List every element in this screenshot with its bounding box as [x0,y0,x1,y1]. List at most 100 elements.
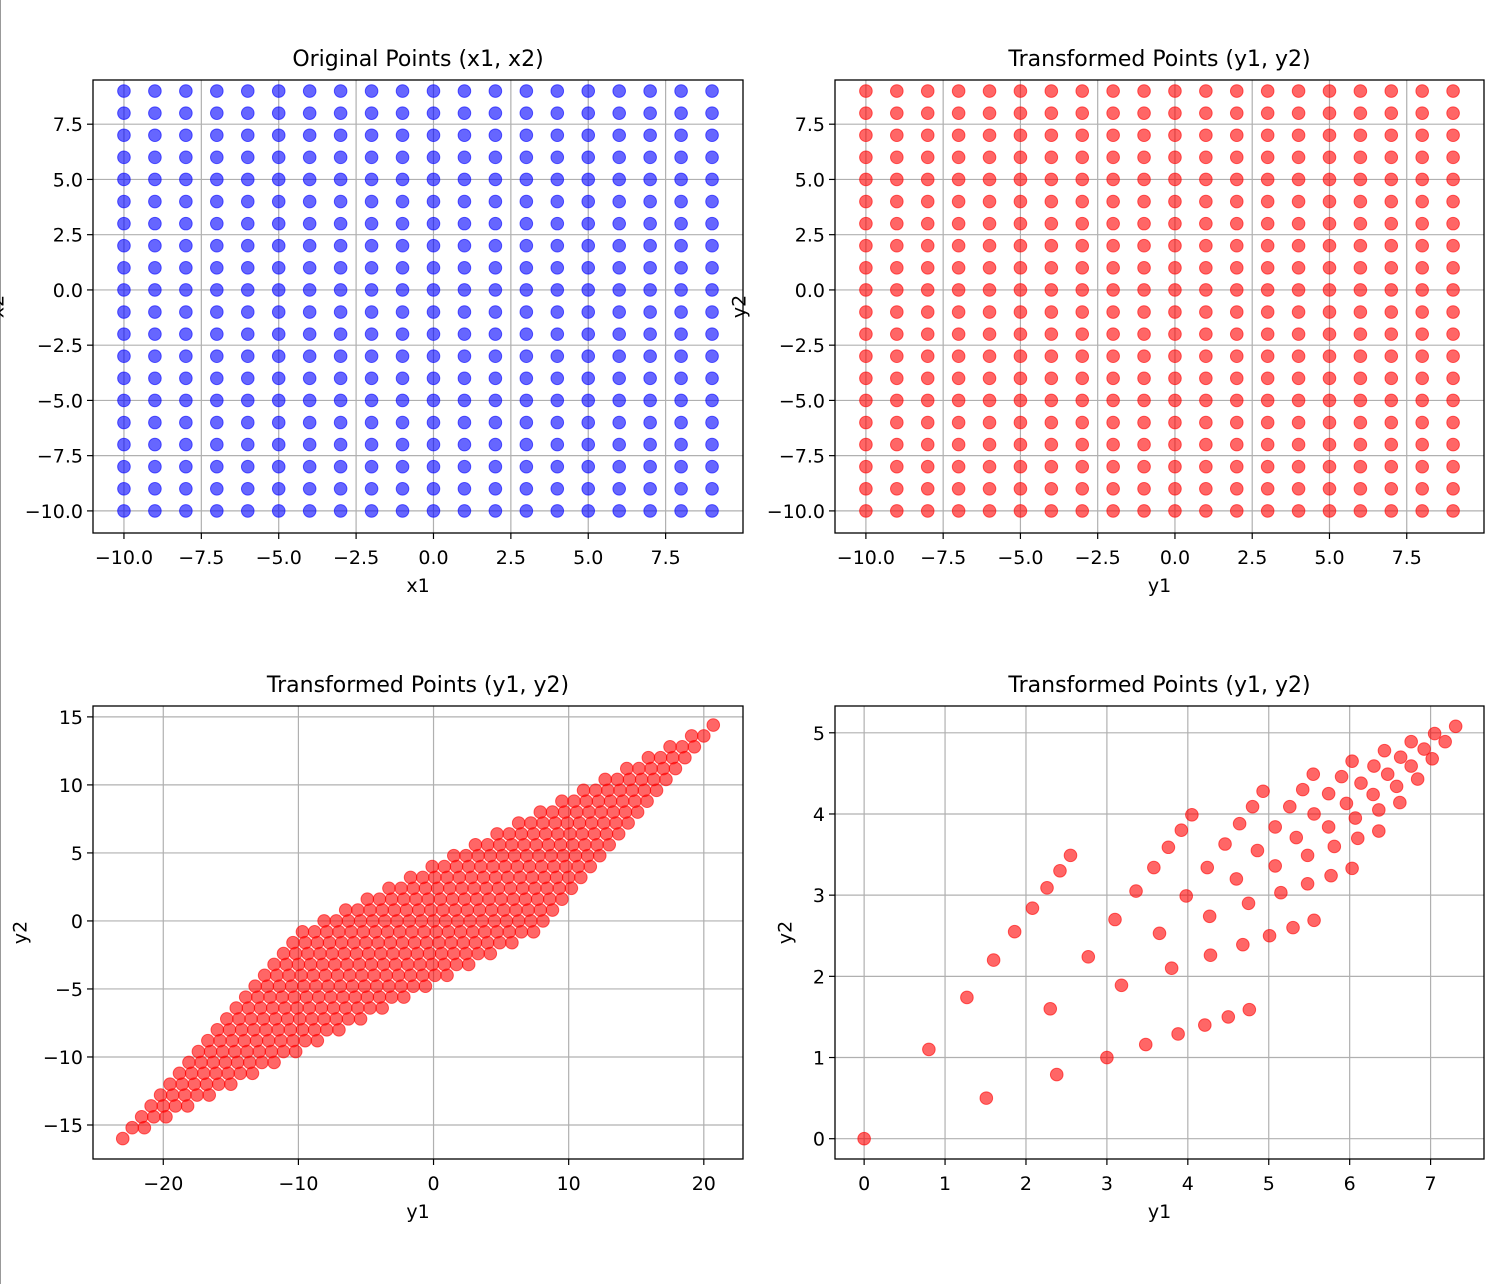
data-point [1168,393,1182,408]
scatter-points [857,719,1463,1146]
data-point [1321,786,1336,801]
data-point [1353,172,1368,187]
x-tick-label: −7.5 [178,547,224,569]
data-point [364,504,379,518]
data-point [1137,327,1151,341]
y-tick-label: −2.5 [37,335,83,357]
data-point [341,1012,356,1026]
data-point [674,128,688,143]
y-tick-label: 0 [71,911,83,933]
data-point [1415,459,1429,474]
data-point [951,459,966,474]
data-point [1377,743,1392,758]
data-point [457,415,472,430]
data-point [179,128,193,143]
data-point [1199,482,1213,496]
data-point [488,415,503,430]
data-point [859,415,873,430]
y-ticks: −10.0 −7.5 −5.0 −2.5 0.0 2.5 5.0 7.5 [25,114,93,523]
data-point [1013,216,1028,231]
data-point [1389,779,1404,794]
data-point [674,84,688,98]
data-point [240,128,255,143]
data-point [1044,172,1059,187]
data-point [1106,106,1120,120]
data-point [890,482,904,496]
data-point [1268,859,1283,873]
data-point [179,84,193,98]
data-point [426,459,441,474]
data-point [148,238,162,253]
data-point [1229,437,1244,452]
data-point [581,327,596,341]
data-point [982,504,997,518]
data-point [179,415,193,430]
data-point [1044,216,1059,231]
data-point [1324,868,1338,883]
data-point [457,128,472,143]
data-point [643,283,657,297]
data-point [302,84,317,98]
data-point [602,837,617,852]
data-point [550,305,565,319]
data-point [705,305,719,319]
data-point [1199,459,1213,474]
data-point [1013,482,1028,496]
data-point [951,238,966,253]
data-point [519,305,534,319]
data-point [117,194,131,209]
data-point [890,504,904,518]
data-point [859,238,873,253]
data-point [364,437,379,452]
data-point [395,194,410,209]
data-point [1013,305,1028,319]
data-point [1384,216,1399,231]
data-point [550,150,565,165]
data-point [1353,305,1368,319]
data-point [1353,393,1368,408]
data-point [1366,787,1380,802]
data-point [117,371,131,386]
data-point [1168,437,1182,452]
data-point [302,437,317,452]
data-point [550,371,565,386]
data-point [1384,371,1399,386]
data-point [643,216,657,231]
data-point [550,216,565,231]
data-point [1353,415,1368,430]
data-point [1322,504,1337,518]
data-point [1322,283,1337,297]
data-point [1137,194,1151,209]
data-point [859,172,873,187]
data-point [210,84,224,98]
data-point [1199,128,1213,143]
data-point [859,261,873,275]
data-point [550,349,565,364]
data-point [395,415,410,430]
data-point [1322,305,1337,319]
data-point [564,881,579,896]
data-point [1229,349,1244,364]
y-tick-label: −10.0 [767,501,825,523]
data-point [505,935,519,950]
x-tick-label: 0 [858,1173,870,1195]
data-point [643,172,657,187]
data-point [375,1001,389,1015]
data-point [859,128,873,143]
data-point [333,283,348,297]
data-point [1322,194,1337,209]
data-point [1168,194,1182,209]
data-point [271,150,286,165]
data-point [1306,767,1321,781]
data-point [179,305,193,319]
subplot-title: Transformed Points (y1, y2) [1007,47,1310,72]
y-tick-label: −15 [43,1115,83,1137]
data-point [449,957,464,972]
scatter-points [115,718,721,1146]
data-point [288,1044,303,1059]
data-point [1446,84,1460,98]
data-point [148,216,162,231]
data-point [951,283,966,297]
data-point [550,238,565,253]
data-point [581,194,596,209]
